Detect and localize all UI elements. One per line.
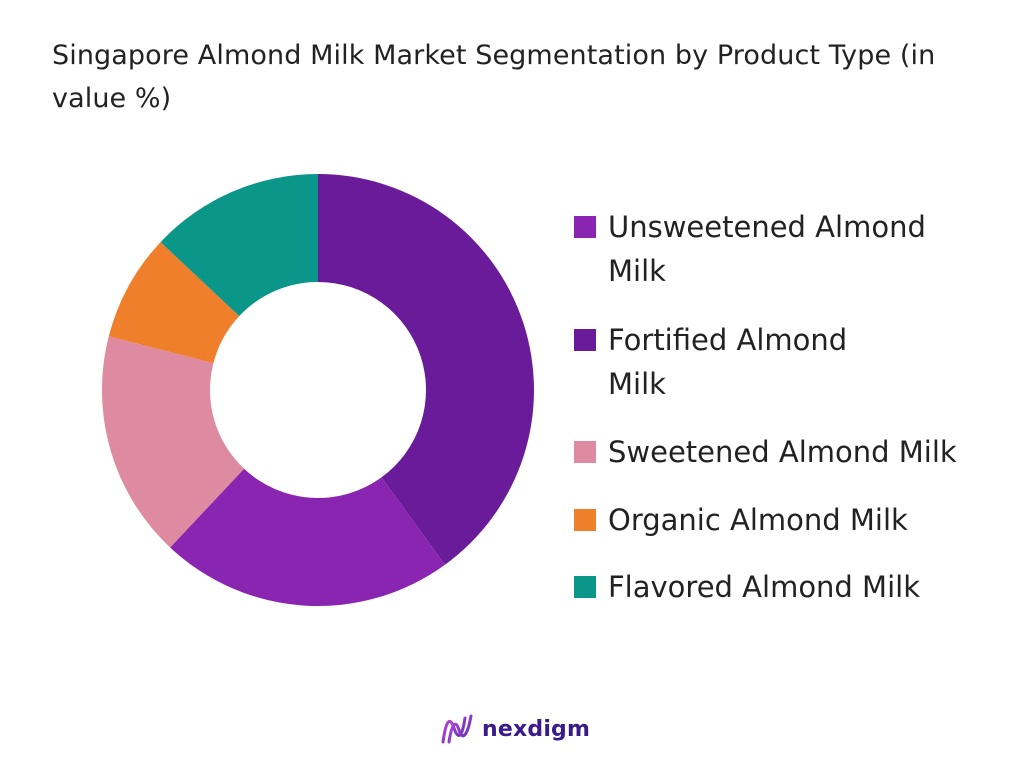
donut-slice-fortified — [318, 174, 534, 565]
legend-item-flavored: Flavored Almond Milk — [574, 565, 920, 609]
legend-label-sweetened: Sweetened Almond Milk — [608, 435, 957, 469]
legend-item-fortified: Fortified Almond Milk — [574, 318, 908, 406]
legend-item-unsweetened: Unsweetened Almond Milk — [574, 205, 988, 293]
donut-chart — [101, 174, 534, 606]
legend-label-flavored: Flavored Almond Milk — [608, 570, 920, 604]
nexdigm-logo-icon — [441, 714, 473, 744]
legend-item-organic: Organic Almond Milk — [574, 498, 908, 542]
donut-slices — [101, 174, 534, 606]
legend-label-unsweetened: Unsweetened Almond Milk — [608, 210, 926, 288]
donut-slice-sweetened — [101, 336, 245, 548]
legend-label-organic: Organic Almond Milk — [608, 503, 908, 537]
legend-swatch-fortified — [574, 329, 596, 351]
brand-logo: nexdigm — [440, 712, 590, 746]
brand-name: nexdigm — [482, 716, 591, 742]
donut-slice-flavored — [160, 174, 318, 317]
donut-slice-unsweetened — [170, 468, 445, 606]
legend-swatch-organic — [574, 509, 596, 531]
legend-swatch-flavored — [574, 576, 596, 598]
legend-swatch-sweetened — [574, 441, 596, 463]
donut-slice-organic — [108, 242, 240, 364]
legend-label-fortified: Fortified Almond Milk — [608, 323, 848, 401]
chart-title: Singapore Almond Milk Market Segmentatio… — [52, 40, 936, 114]
legend-item-sweetened: Sweetened Almond Milk — [574, 430, 957, 474]
legend-swatch-unsweetened — [574, 216, 596, 238]
